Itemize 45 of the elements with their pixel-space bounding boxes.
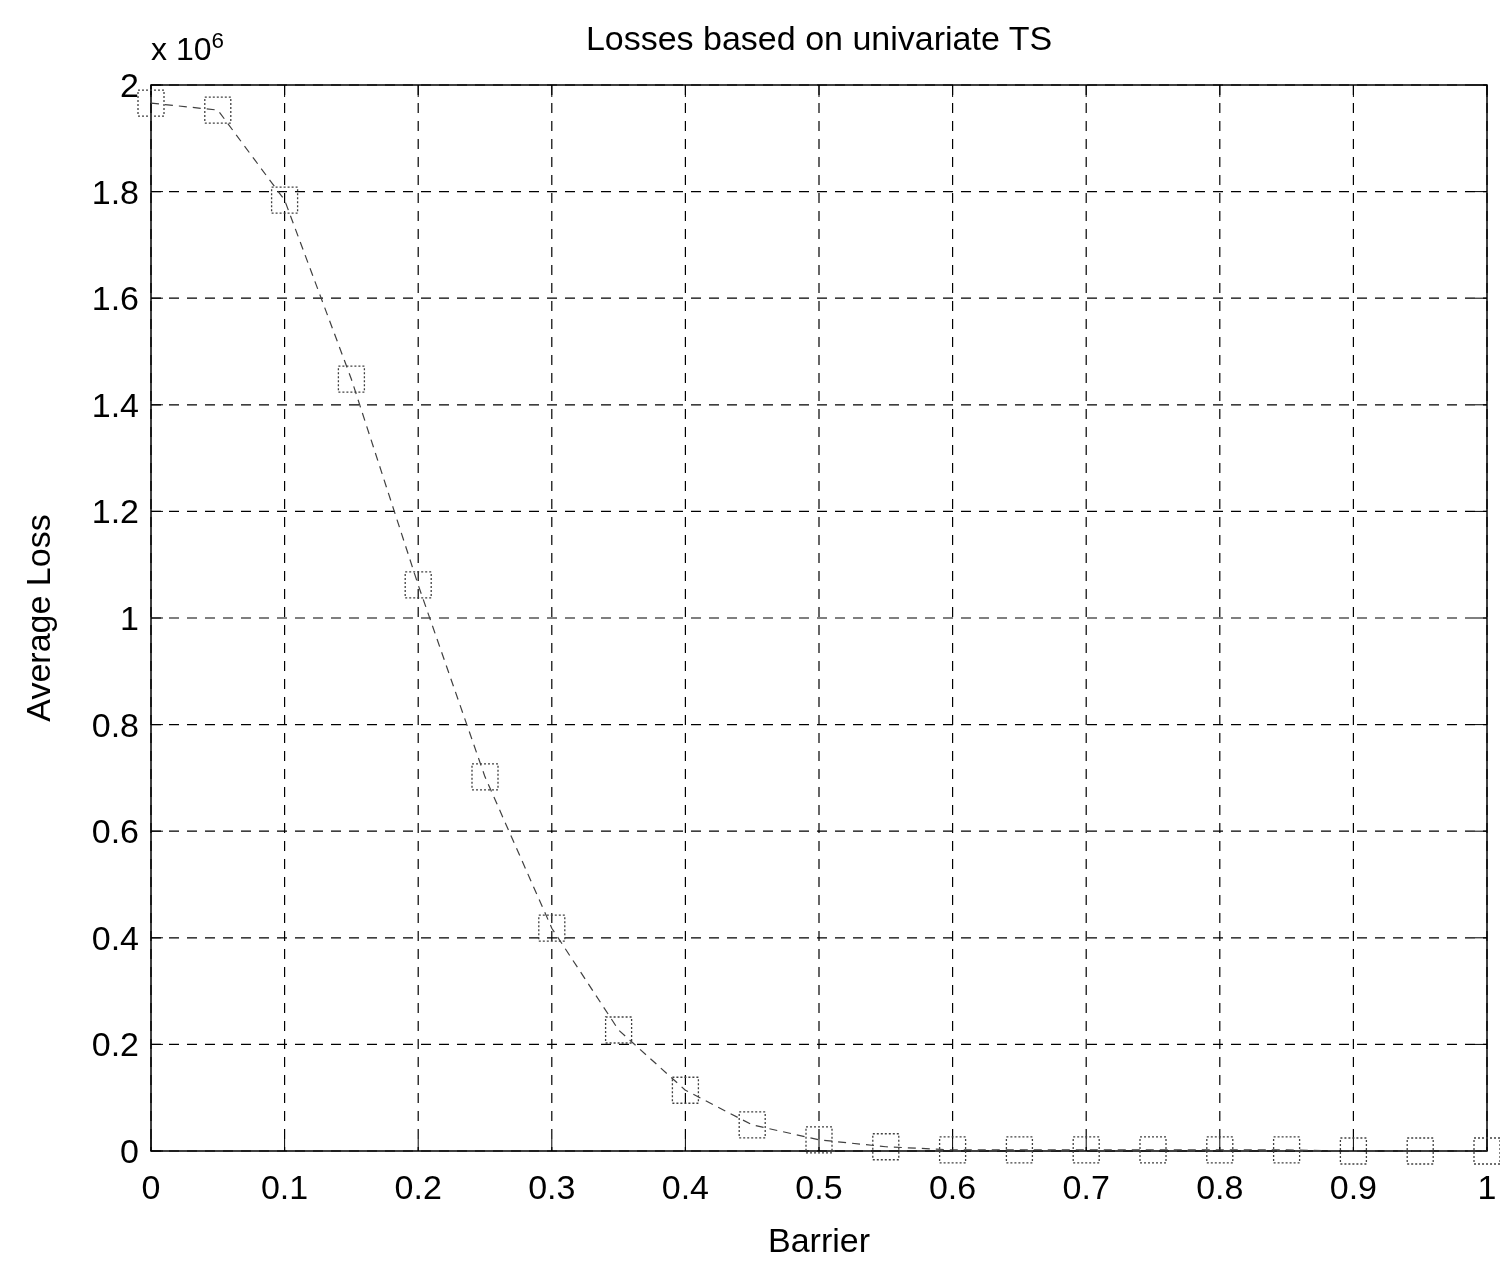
point <box>1206 1136 1234 1164</box>
x-axis-title: Barrier <box>767 1221 871 1259</box>
x-tick-label: 1 <box>1477 1168 1497 1206</box>
point <box>604 1016 633 1044</box>
y-axis-title: Average Loss <box>19 514 57 722</box>
point <box>1272 1136 1301 1164</box>
y-tick-label: 0.4 <box>91 918 139 957</box>
x-tick-label: 0.8 <box>1196 1168 1244 1206</box>
point <box>938 1136 967 1164</box>
y-tick-label: 1.8 <box>91 172 139 211</box>
y-tick-label: 0.6 <box>91 812 139 851</box>
x-tick-label: 0.7 <box>1062 1168 1110 1206</box>
point <box>805 1126 833 1154</box>
point <box>1005 1136 1034 1164</box>
x-tick-label: 0.3 <box>528 1168 576 1206</box>
point <box>1139 1136 1167 1164</box>
y-tick-label: 1.4 <box>91 385 139 424</box>
point <box>738 1111 766 1139</box>
point <box>471 763 499 791</box>
point <box>204 96 232 124</box>
point <box>538 914 566 942</box>
y-tick-label: 2 <box>120 65 139 104</box>
text: x 10$^{6}$ <box>151 27 224 67</box>
y-tick-label: 1.2 <box>91 492 139 531</box>
point <box>1339 1137 1368 1165</box>
x-tick-label: 0.2 <box>394 1168 442 1206</box>
point <box>1406 1137 1434 1165</box>
point <box>137 89 165 117</box>
point <box>337 365 366 393</box>
x-tick-label: 0.9 <box>1329 1168 1378 1206</box>
point <box>1072 1136 1100 1164</box>
point <box>872 1133 900 1161</box>
x-tick-label: 0.5 <box>795 1168 843 1206</box>
point <box>671 1076 700 1104</box>
point <box>404 571 432 599</box>
x-tick-label: 0.6 <box>928 1168 977 1206</box>
y-tick-label: 0 <box>120 1131 139 1170</box>
y-tick-label: 0.8 <box>91 705 139 744</box>
point <box>270 186 299 214</box>
y-tick-label: 1.6 <box>91 279 139 318</box>
x-tick-label: 0.4 <box>661 1168 710 1206</box>
y-tick-label: 1 <box>120 598 139 637</box>
chart-title: Losses based on univariate TS <box>585 19 1053 57</box>
x-tick-label: 0.1 <box>260 1168 309 1206</box>
y-tick-label: 0.2 <box>91 1025 139 1064</box>
